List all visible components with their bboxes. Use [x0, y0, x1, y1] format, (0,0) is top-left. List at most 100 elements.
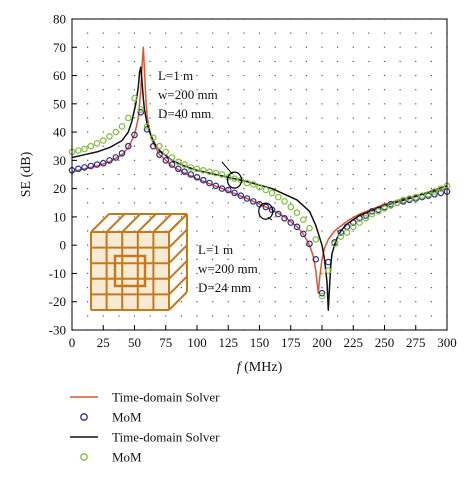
grid-dot — [352, 74, 354, 77]
grid-dot — [352, 230, 354, 232]
series-marker-1 — [162, 157, 170, 164]
y-tick-label: 70 — [53, 40, 66, 55]
grid-dot — [180, 46, 182, 48]
grid-dot — [196, 301, 198, 303]
grid-dot — [258, 315, 261, 317]
grid-dot — [415, 244, 417, 246]
grid-dot — [337, 188, 339, 190]
grid-dot — [133, 32, 136, 34]
grid-dot — [305, 188, 307, 190]
grid-dot — [180, 230, 182, 232]
series-marker-1 — [118, 150, 126, 157]
grid-dot — [352, 60, 354, 63]
grid-dot — [415, 188, 417, 190]
annotations: L=1 m w=200 mm D=40 mm L=1 m w=200 mm D=24 mm — [158, 68, 274, 295]
series-marker-1 — [337, 229, 345, 236]
grid-dot — [227, 32, 229, 34]
grid-dot — [305, 258, 307, 260]
series-marker-1 — [306, 240, 313, 248]
grid-dot — [352, 258, 354, 260]
series-marker-1 — [218, 185, 226, 192]
series-marker-3 — [106, 133, 113, 140]
series-marker-1 — [293, 223, 301, 231]
grid-dot — [337, 202, 339, 204]
grid-dot — [212, 244, 214, 246]
grid-dot — [102, 188, 104, 190]
mesh-wire — [105, 213, 126, 233]
grid-dot — [399, 216, 401, 218]
grid-dot — [305, 74, 307, 77]
grid-dot — [290, 131, 292, 133]
grid-dot — [196, 286, 198, 289]
series-marker-1 — [87, 162, 95, 170]
grid-dot — [102, 89, 104, 91]
series-marker-3 — [100, 137, 107, 144]
x-tick-label: 250 — [375, 335, 395, 350]
grid-dot — [305, 173, 307, 176]
grid-dot — [243, 103, 245, 105]
grid-dot — [243, 188, 245, 190]
grid-dot — [227, 74, 229, 77]
y-tick-label: 80 — [53, 12, 66, 27]
grid-dot — [196, 258, 198, 260]
grid-dot — [149, 202, 151, 204]
grid-dot — [274, 258, 276, 260]
series-marker-3 — [131, 94, 138, 102]
grid-dot — [274, 301, 276, 303]
grid-dot — [180, 89, 182, 91]
series-marker-3 — [181, 161, 188, 168]
grid-dot — [118, 159, 120, 161]
mesh-wire — [152, 213, 173, 233]
grid-dot — [399, 117, 401, 119]
grid-dot — [368, 89, 370, 91]
series-marker-3 — [274, 193, 282, 201]
grid-dot — [430, 173, 432, 176]
grid-dot — [430, 145, 432, 147]
grid-dot — [399, 244, 401, 246]
mesh-inner-cube — [113, 254, 147, 288]
grid-dot — [368, 159, 370, 161]
grid-dot — [415, 145, 417, 147]
grid-dot — [305, 131, 307, 133]
series-marker-3 — [374, 208, 382, 215]
grid-dot — [87, 230, 89, 232]
grid-dot — [274, 32, 276, 34]
grid-dot — [133, 216, 136, 218]
mesh-wire — [168, 213, 188, 233]
grid-dot — [212, 74, 214, 77]
grid-dot — [87, 103, 89, 105]
grid-dot — [102, 74, 104, 77]
x-axis-title: f (MHz) — [237, 360, 283, 375]
grid-dot — [321, 103, 323, 105]
grid-dot — [430, 202, 432, 204]
grid-dot — [415, 60, 417, 63]
grid-dot — [368, 131, 370, 133]
x-tick-label: 200 — [312, 335, 332, 350]
grid-dot — [430, 258, 432, 260]
series-marker-1 — [81, 164, 88, 171]
grid-dot — [212, 60, 214, 63]
grid-dot — [290, 74, 292, 77]
mesh-wire — [168, 260, 188, 280]
series-marker-3 — [268, 189, 276, 197]
x-tick-label: 150 — [250, 335, 270, 350]
grid-dot — [305, 32, 307, 34]
grid-dot — [227, 46, 229, 48]
series-marker-3 — [125, 114, 132, 122]
series-marker-3 — [225, 174, 232, 181]
grid-dot — [383, 258, 386, 260]
series-marker-1 — [243, 195, 251, 202]
series-marker-1 — [274, 210, 282, 218]
grid-dot — [383, 315, 386, 317]
grid-dot — [258, 74, 261, 77]
grid-dot — [165, 74, 167, 77]
grid-dot — [274, 60, 276, 63]
grid-dot — [321, 202, 323, 204]
grid-dot — [180, 103, 182, 105]
grid-dot — [118, 145, 120, 147]
grid-dot — [102, 145, 104, 147]
grid-dot — [87, 117, 89, 119]
grid-dot — [87, 131, 89, 133]
grid-dot — [258, 117, 261, 119]
legend-swatch-marker — [80, 413, 88, 421]
